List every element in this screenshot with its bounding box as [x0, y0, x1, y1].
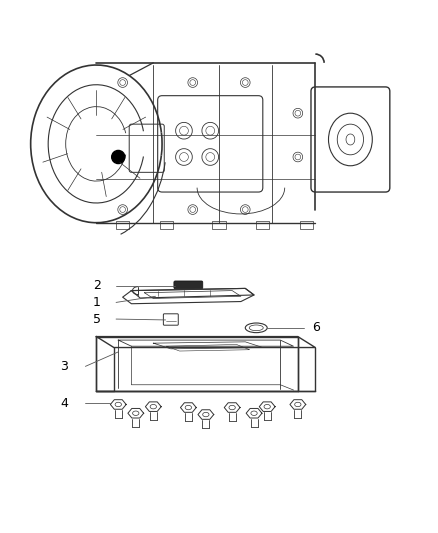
Text: 1: 1 [93, 296, 101, 309]
Text: 3: 3 [60, 360, 68, 373]
Text: 2: 2 [93, 279, 101, 292]
Circle shape [112, 150, 125, 164]
FancyBboxPatch shape [174, 281, 203, 289]
Text: 6: 6 [312, 321, 320, 334]
Text: 5: 5 [93, 312, 101, 326]
Text: 4: 4 [60, 397, 68, 410]
